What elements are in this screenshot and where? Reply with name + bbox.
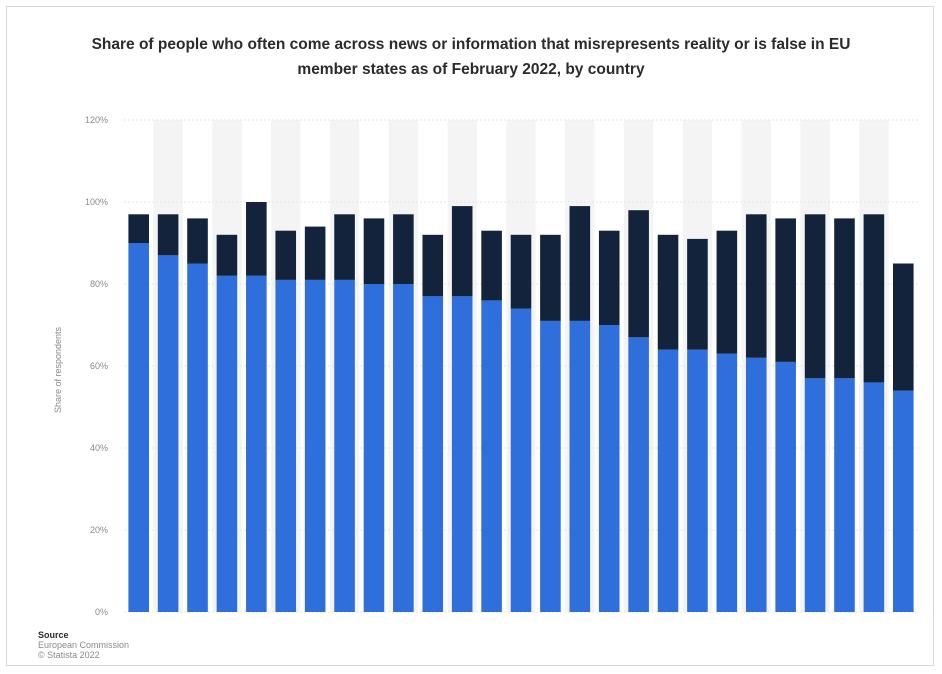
bar-segment-upper	[451, 206, 473, 297]
bar-segment-upper	[804, 214, 826, 379]
bar-segment-lower	[540, 320, 561, 612]
bar-segment-lower	[569, 320, 591, 612]
bar-segment-lower	[128, 243, 149, 612]
bar-segment-lower	[481, 300, 502, 612]
bar-segment-upper	[569, 206, 591, 321]
bar-segment-lower	[775, 361, 796, 612]
source-block: Source European Commission © Statista 20…	[38, 630, 129, 660]
bar-segment-upper	[304, 226, 326, 280]
bar-segment-lower	[187, 263, 208, 612]
bar-segment-upper	[157, 214, 179, 256]
bar-segment-lower	[834, 378, 855, 612]
bar-segment-lower	[598, 325, 620, 612]
bar-segment-upper	[187, 218, 208, 264]
bar-segment-upper	[510, 234, 532, 309]
bar-segment-lower	[863, 382, 885, 612]
bar-segment-upper	[893, 263, 914, 391]
bar-segment-upper	[128, 214, 149, 243]
y-tick-label: 60%	[90, 361, 108, 371]
bar-segment-lower	[334, 279, 355, 612]
bar-segment-upper	[687, 238, 708, 350]
bar-segment-lower	[804, 378, 826, 612]
y-tick-label: 120%	[85, 115, 108, 125]
bar-segment-lower	[393, 284, 414, 612]
bar-segment-lower	[216, 275, 238, 612]
bar-segment-upper	[540, 234, 561, 321]
bar-segment-upper	[834, 218, 855, 379]
bar-segment-lower	[687, 349, 708, 612]
y-tick-label: 80%	[90, 279, 108, 289]
y-tick-label: 0%	[95, 607, 108, 617]
bar-segment-upper	[481, 230, 502, 301]
bar-segment-upper	[657, 234, 679, 350]
chart-title: Share of people who often come across ne…	[91, 36, 851, 78]
bar-segment-upper	[628, 210, 649, 338]
bar-segment-upper	[334, 214, 355, 280]
bar-segment-upper	[363, 218, 385, 284]
bar-segment-lower	[422, 296, 444, 612]
y-tick-label: 100%	[85, 197, 108, 207]
source-heading: Source	[38, 630, 69, 640]
y-tick-label: 40%	[90, 443, 108, 453]
bar-segment-upper	[216, 234, 238, 276]
y-tick-label: 20%	[90, 525, 108, 535]
bar-segment-upper	[775, 218, 796, 362]
bar-segment-upper	[598, 230, 620, 325]
bar-segment-lower	[275, 279, 297, 612]
bar-segment-upper	[422, 234, 444, 297]
bar-segment-lower	[716, 353, 738, 612]
bar-segment-lower	[657, 349, 679, 612]
bar-segment-upper	[716, 230, 738, 354]
bar-segment-lower	[510, 308, 532, 612]
bar-segment-lower	[304, 279, 326, 612]
bar-segment-lower	[745, 357, 767, 612]
source-name[interactable]: European Commission	[38, 640, 130, 650]
bar-segment-upper	[745, 214, 767, 358]
bar-segment-upper	[393, 214, 414, 284]
bar-segment-lower	[157, 255, 179, 613]
bar-segment-lower	[451, 296, 473, 612]
bar-segment-lower	[893, 390, 914, 612]
bar-segment-lower	[246, 275, 267, 612]
bar-segment-lower	[363, 284, 385, 612]
bar-segment-upper	[275, 230, 297, 280]
copyright-note: © Statista 2022	[38, 650, 100, 660]
bar-segment-lower	[628, 337, 649, 612]
bar-segment-upper	[863, 214, 885, 383]
bar-segment-upper	[246, 202, 267, 276]
